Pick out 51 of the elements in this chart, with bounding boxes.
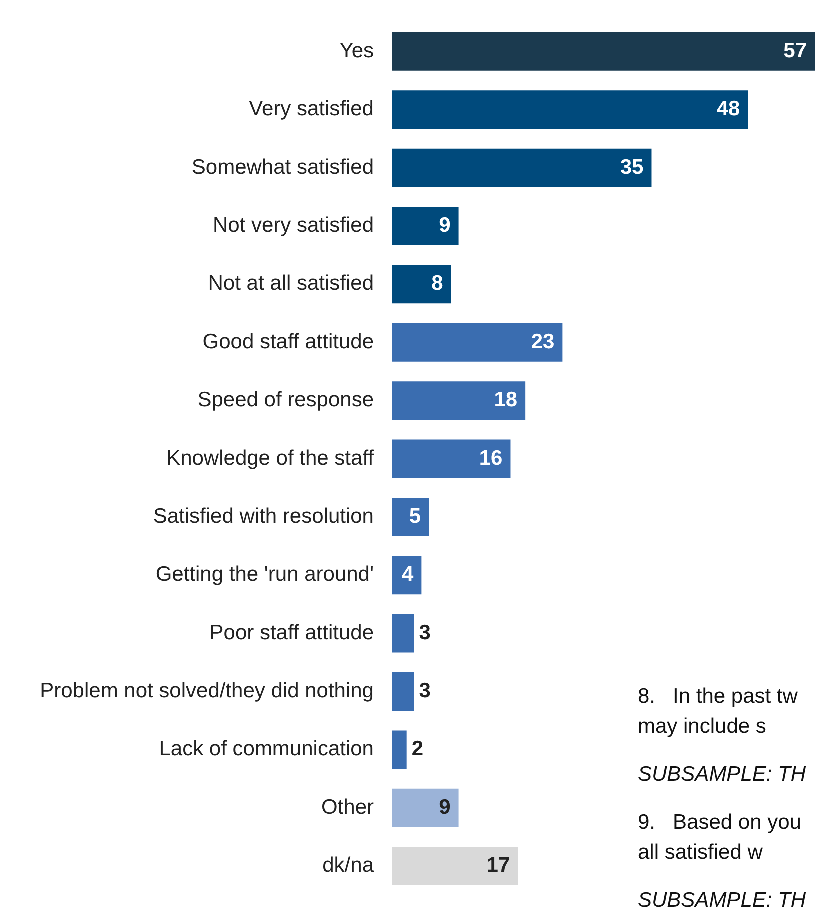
bar — [392, 672, 414, 711]
y-tick-label: Knowledge of the staff — [166, 446, 374, 470]
annotation: SUBSAMPLE: TH — [638, 888, 808, 914]
bar — [392, 614, 414, 653]
data-label: 4 — [402, 563, 414, 586]
bar — [392, 148, 652, 188]
y-tick-label: Not very satisfied — [212, 214, 374, 238]
data-label: 48 — [716, 98, 741, 121]
y-tick-label: Satisfied with resolution — [153, 504, 374, 528]
annotation: may include s — [638, 714, 768, 740]
data-label: 35 — [620, 156, 644, 179]
y-tick-label: dk/na — [322, 854, 374, 878]
annotation: all satisfied w — [638, 840, 764, 866]
data-label: 17 — [486, 854, 510, 878]
data-label: 3 — [419, 621, 431, 644]
bar — [392, 788, 459, 828]
y-tick-label: Good staff attitude — [202, 330, 374, 354]
data-label: 9 — [439, 214, 451, 238]
y-tick-label: Getting the 'run around' — [156, 563, 374, 586]
y-tick-label: Other — [321, 796, 374, 819]
y-tick-label: Speed of response — [198, 388, 374, 412]
bar — [392, 207, 459, 246]
y-tick-label: Lack of communication — [159, 738, 374, 761]
annotation: 8. In the past tw — [638, 684, 799, 710]
y-tick-label: Very satisfied — [249, 98, 374, 121]
annotation: SUBSAMPLE: TH — [638, 762, 808, 788]
y-tick-label: Not at all satisfied — [208, 272, 374, 296]
bar — [392, 323, 563, 362]
y-tick-label: Poor staff attitude — [210, 621, 374, 644]
bar — [392, 265, 452, 304]
data-label: 3 — [419, 680, 431, 703]
bar — [392, 440, 511, 478]
bar — [392, 556, 422, 595]
data-label: 57 — [784, 39, 807, 62]
y-tick-label: Somewhat satisfied — [192, 156, 374, 179]
y-tick-label: Yes — [340, 39, 374, 62]
bar — [392, 498, 430, 536]
data-label: 16 — [479, 446, 503, 470]
bar — [392, 90, 748, 130]
bar — [392, 32, 815, 71]
data-label: 18 — [494, 388, 518, 412]
bar — [392, 382, 526, 420]
data-label: 9 — [439, 796, 451, 819]
bar — [392, 730, 407, 770]
bar — [392, 847, 518, 886]
data-label: 23 — [531, 330, 555, 354]
data-label: 8 — [432, 272, 444, 296]
data-label: 5 — [409, 504, 422, 528]
annotation: 9. Based on you — [638, 810, 802, 836]
data-label: 2 — [412, 738, 424, 761]
y-tick-label: Problem not solved/they did nothing — [40, 680, 374, 703]
